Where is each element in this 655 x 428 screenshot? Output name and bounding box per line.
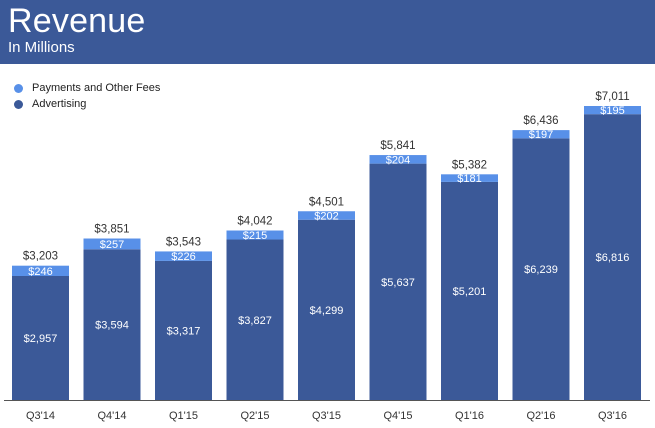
bar-payments bbox=[441, 174, 498, 182]
data-label-advertising: $3,827 bbox=[238, 315, 272, 327]
bar-payments bbox=[512, 130, 570, 139]
data-label-advertising: $3,317 bbox=[167, 325, 201, 337]
data-label-total: $5,382 bbox=[452, 159, 487, 171]
bar-advertising bbox=[12, 276, 69, 400]
chart-header: Revenue In Millions bbox=[0, 0, 655, 64]
data-label-payments: $226 bbox=[171, 251, 195, 263]
data-label-advertising: $2,957 bbox=[24, 333, 58, 345]
bar-advertising bbox=[226, 239, 284, 400]
legend-swatch-advertising bbox=[14, 99, 23, 109]
x-tick-label: Q3'14 bbox=[26, 410, 55, 422]
bar-payments bbox=[83, 238, 141, 250]
data-label-payments: $257 bbox=[100, 239, 124, 251]
bar-payments bbox=[155, 251, 212, 261]
data-label-total: $5,841 bbox=[380, 140, 415, 152]
data-label-advertising: $4,299 bbox=[310, 305, 344, 317]
legend-swatch-payments bbox=[14, 83, 23, 93]
x-tick-label: Q1'16 bbox=[455, 410, 484, 422]
data-label-advertising: $6,239 bbox=[524, 264, 558, 276]
data-label-payments: $202 bbox=[314, 210, 338, 222]
data-label-payments: $215 bbox=[243, 230, 267, 242]
data-label-payments: $204 bbox=[386, 154, 410, 166]
bar-payments bbox=[298, 211, 355, 220]
x-tick-label: Q4'14 bbox=[97, 410, 126, 422]
data-label-advertising: $3,594 bbox=[95, 320, 129, 332]
legend-item-payments: Payments and Other Fees bbox=[14, 80, 160, 96]
x-tick-label: Q3'15 bbox=[312, 410, 341, 422]
data-label-total: $7,011 bbox=[595, 91, 629, 103]
chart-title: Revenue bbox=[8, 2, 146, 40]
data-label-advertising: $6,816 bbox=[596, 252, 630, 264]
bar-advertising bbox=[369, 163, 427, 400]
legend-label-payments: Payments and Other Fees bbox=[32, 82, 161, 94]
data-label-total: $4,501 bbox=[309, 196, 344, 208]
data-label-total: $3,203 bbox=[23, 251, 58, 263]
x-tick-label: Q2'15 bbox=[240, 410, 269, 422]
x-tick-label: Q2'16 bbox=[526, 410, 555, 422]
legend-item-advertising: Advertising bbox=[14, 96, 160, 112]
data-label-payments: $195 bbox=[600, 105, 624, 117]
bar-payments bbox=[226, 230, 284, 240]
data-label-total: $4,042 bbox=[237, 216, 272, 228]
bar-advertising bbox=[512, 138, 570, 401]
legend-label-advertising: Advertising bbox=[32, 98, 87, 110]
chart-legend: Payments and Other Fees Advertising bbox=[14, 80, 160, 112]
data-label-total: $6,436 bbox=[523, 115, 558, 127]
bar-advertising bbox=[441, 181, 498, 400]
data-label-advertising: $5,637 bbox=[381, 277, 415, 289]
data-label-payments: $197 bbox=[529, 129, 553, 141]
bar-advertising bbox=[584, 114, 641, 400]
bar-advertising bbox=[155, 260, 212, 400]
x-tick-label: Q4'15 bbox=[383, 410, 412, 422]
data-label-total: $3,851 bbox=[94, 224, 129, 236]
bar-payments bbox=[369, 155, 427, 164]
data-label-payments: $246 bbox=[28, 266, 52, 278]
bar-payments bbox=[12, 265, 69, 277]
data-label-advertising: $5,201 bbox=[453, 286, 487, 298]
bar-advertising bbox=[298, 219, 355, 400]
bar-payments bbox=[584, 106, 641, 115]
data-label-total: $3,543 bbox=[166, 236, 201, 248]
chart-subtitle: In Millions bbox=[8, 39, 75, 56]
x-tick-label: Q1'15 bbox=[169, 410, 198, 422]
bar-advertising bbox=[83, 249, 141, 400]
x-tick-label: Q3'16 bbox=[598, 410, 627, 422]
data-label-payments: $181 bbox=[457, 173, 481, 185]
